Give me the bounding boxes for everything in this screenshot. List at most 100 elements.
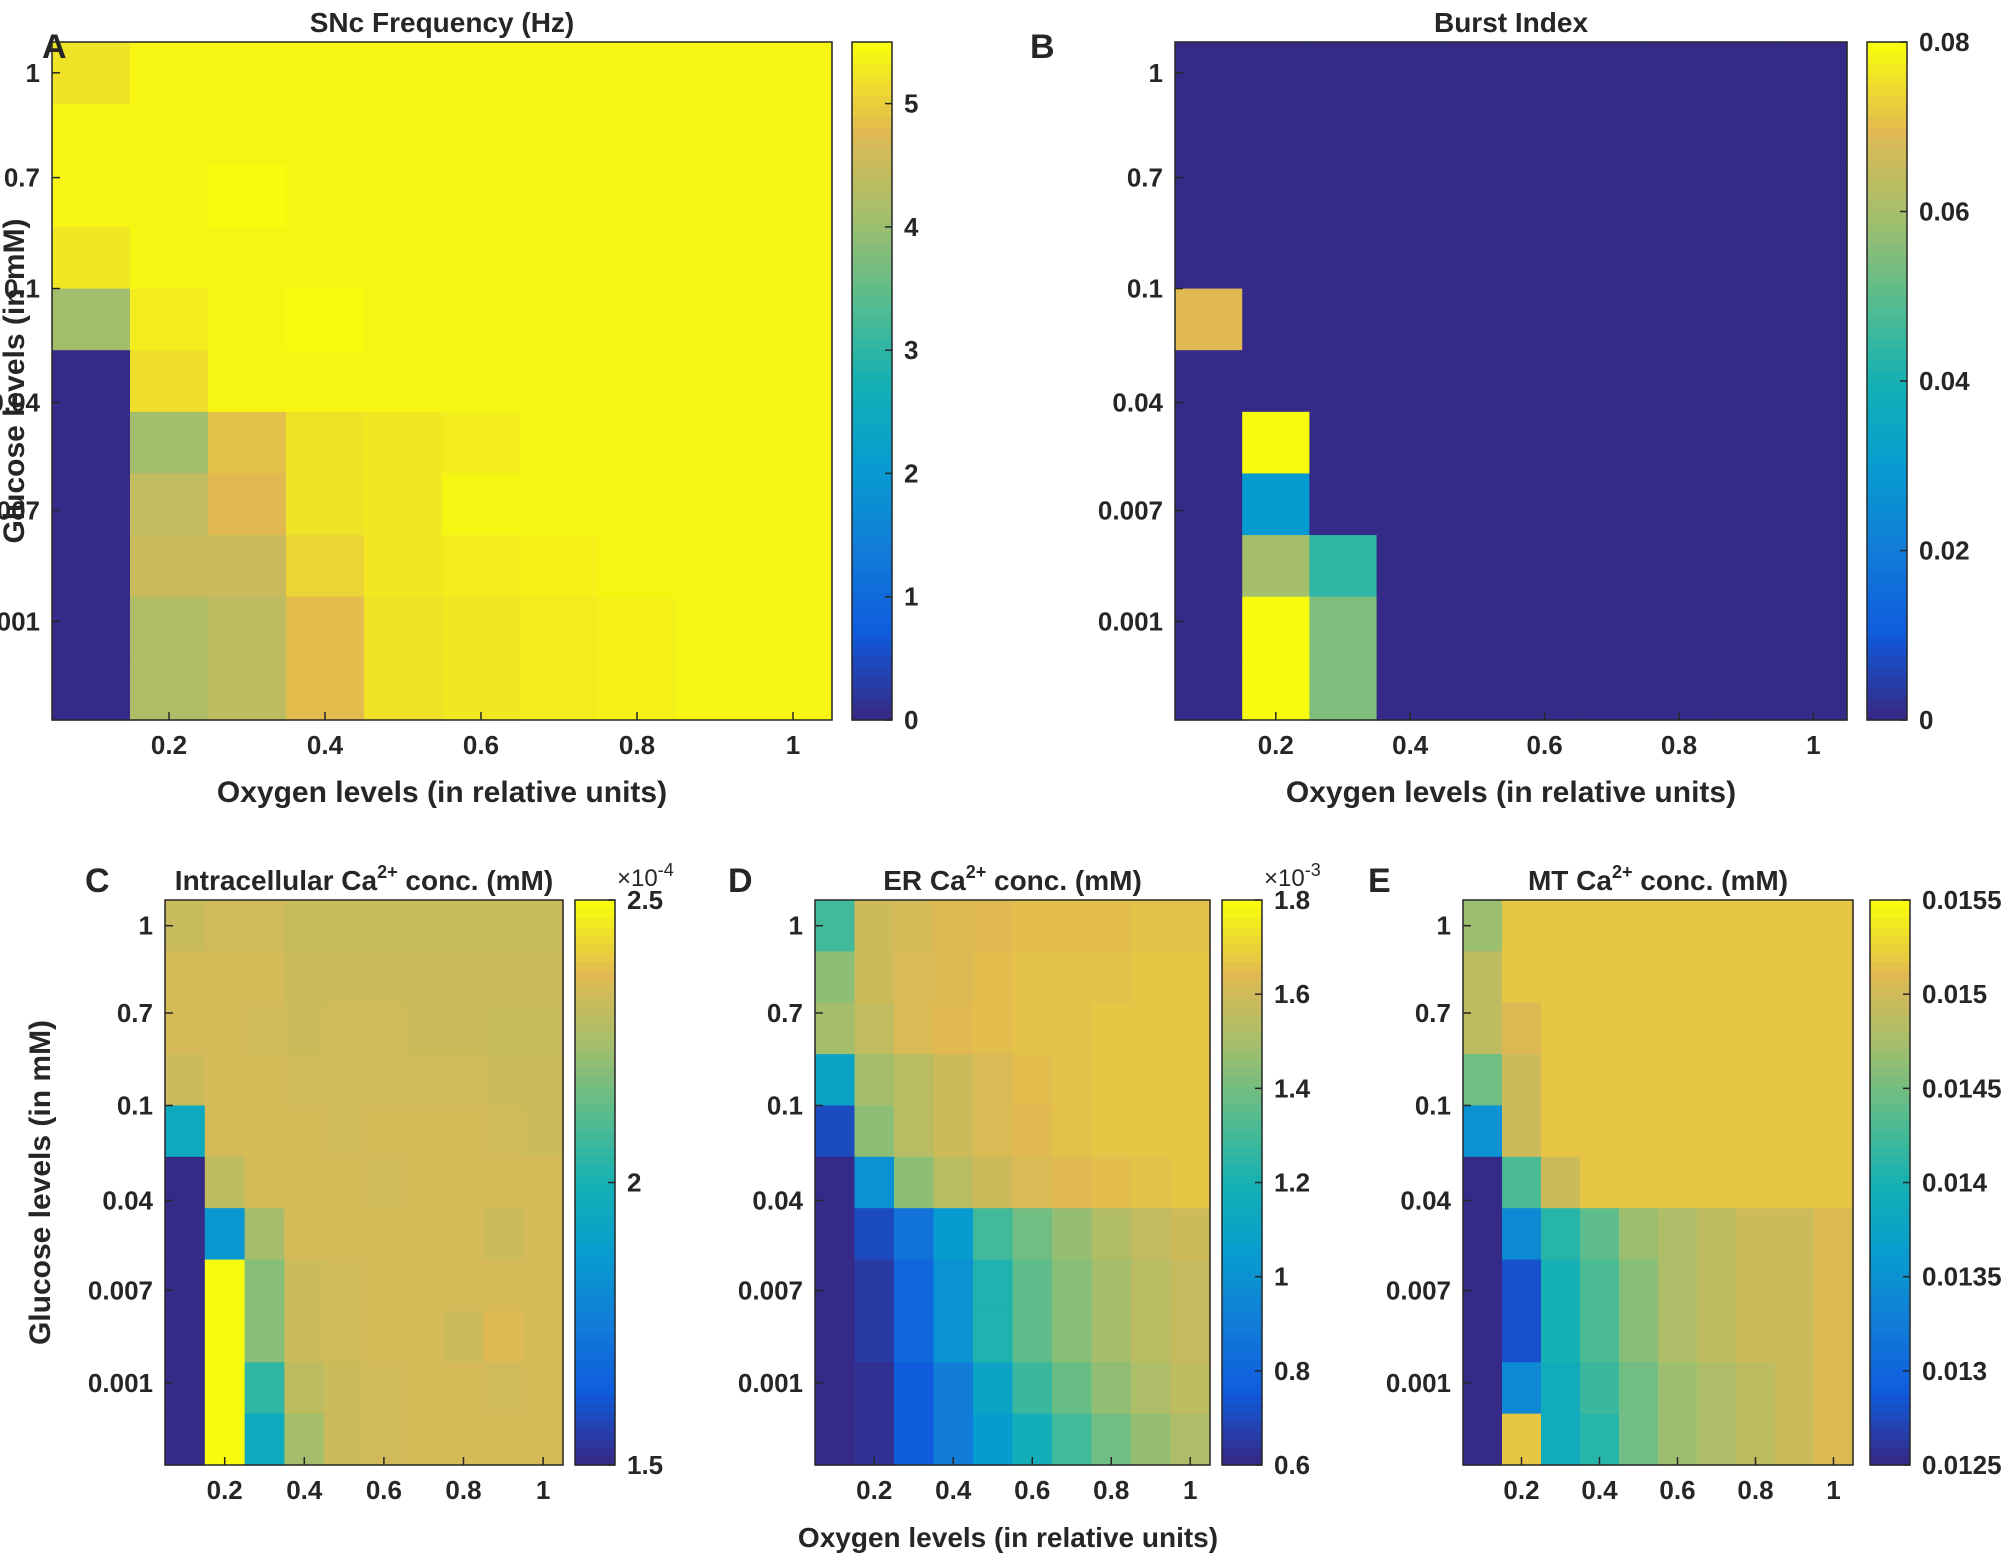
colorbar-segment: [575, 979, 615, 989]
chart-title: MT Ca2+ conc. (mM): [1528, 862, 1788, 896]
colorbar-segment: [1870, 926, 1910, 936]
heatmap-cell: [598, 226, 677, 290]
heatmap-cell: [854, 1310, 895, 1363]
heatmap-cell: [443, 1310, 484, 1363]
colorbar-segment: [575, 1129, 615, 1139]
heatmap-cell: [130, 658, 209, 721]
colorbar-segment: [1870, 1173, 1910, 1184]
heatmap-cell: [1578, 596, 1646, 659]
heatmap-cell: [1502, 1259, 1542, 1312]
colorbar-tick-label: 0.0125: [1922, 1450, 2002, 1480]
x-axis-label: Oxygen levels (in relative units): [1286, 776, 1736, 809]
heatmap-cell: [1697, 1002, 1737, 1055]
heatmap-cell: [1658, 1310, 1698, 1363]
heatmap-cell: [1712, 658, 1781, 721]
colorbar-tick-label: 2.5: [627, 885, 663, 915]
colorbar-tick-label: 2: [904, 458, 918, 488]
y-tick-label: 0.007: [1386, 1275, 1451, 1305]
x-tick-label: 0.6: [1659, 1475, 1695, 1505]
colorbar-segment: [1867, 179, 1907, 191]
heatmap-cell: [1052, 900, 1093, 952]
colorbar-segment: [1870, 1138, 1910, 1148]
colorbar-segment: [1222, 970, 1262, 981]
colorbar-segment: [575, 1217, 615, 1228]
colorbar-segment: [1870, 1456, 1910, 1466]
heatmap-cell: [1541, 900, 1581, 952]
heatmap-cell: [1242, 473, 1310, 536]
heatmap-cell: [1814, 1259, 1854, 1312]
y-tick-label: 0.007: [1098, 495, 1163, 525]
heatmap-cell: [1619, 1413, 1659, 1466]
heatmap-cell: [1736, 1002, 1776, 1055]
colorbar-segment: [1867, 137, 1907, 149]
heatmap-cell: [520, 103, 599, 166]
heatmap-cell: [244, 1413, 285, 1466]
heatmap-cell: [1578, 103, 1646, 166]
heatmap-cell: [208, 596, 287, 659]
heatmap-cell: [815, 1362, 856, 1415]
heatmap-cell: [1541, 1413, 1581, 1466]
colorbar-segment: [1867, 147, 1907, 160]
heatmap-cell: [1170, 1208, 1211, 1261]
colorbar-segment: [575, 1156, 615, 1166]
heatmap-cell: [324, 1208, 365, 1261]
y-axis-label: Glucose levels (in mM): [0, 218, 31, 543]
heatmap-cell: [815, 1054, 856, 1107]
colorbar-segment: [575, 1235, 615, 1245]
heatmap-cell: [204, 1054, 246, 1107]
heatmap-cell: [1091, 951, 1132, 1004]
colorbar-segment: [1222, 1420, 1262, 1431]
colorbar-segment: [1867, 232, 1907, 244]
heatmap-cell: [1443, 350, 1512, 413]
x-tick-label: 0.8: [1661, 730, 1697, 760]
colorbar-segment: [1870, 1438, 1910, 1448]
y-tick-label: 0.7: [767, 998, 803, 1028]
heatmap-cell: [1309, 473, 1378, 536]
heatmap-cell: [244, 1362, 285, 1415]
colorbar-segment: [1222, 1032, 1262, 1042]
colorbar-segment: [1867, 359, 1907, 371]
heatmap-cell: [204, 900, 246, 952]
colorbar-segment: [575, 935, 615, 945]
heatmap-cell: [1736, 1362, 1776, 1415]
heatmap-cell: [1502, 1002, 1542, 1055]
colorbar-segment: [852, 433, 892, 446]
heatmap-cell: [1814, 900, 1854, 952]
colorbar-segment: [1867, 243, 1907, 255]
heatmap-cell: [208, 42, 287, 105]
heatmap-cell: [894, 1208, 935, 1261]
heatmap-cell: [364, 1310, 405, 1363]
colorbar-segment: [575, 1270, 615, 1281]
chart-title: ER Ca2+ conc. (mM): [883, 862, 1142, 896]
heatmap-cell: [1502, 1156, 1542, 1209]
heatmap-cell: [165, 1310, 206, 1363]
heatmap-cell: [204, 1362, 246, 1415]
heatmap-cell: [1091, 1413, 1132, 1466]
colorbar-segment: [1867, 94, 1907, 107]
colorbar-segment: [1867, 709, 1907, 721]
colorbar-segment: [1870, 1094, 1910, 1104]
heatmap-cell: [1463, 1413, 1503, 1466]
colorbar-segment: [852, 391, 892, 403]
heatmap-cell: [1619, 900, 1659, 952]
heatmap-cell: [286, 473, 365, 536]
heatmap-cell: [324, 1362, 365, 1415]
heatmap-cell: [973, 1054, 1014, 1107]
colorbar-frame: [851, 41, 893, 721]
heatmap-cell: [1645, 42, 1714, 105]
heatmap-cell: [1309, 288, 1378, 351]
heatmap-cell: [1814, 1054, 1854, 1107]
colorbar-segment: [1222, 1429, 1262, 1440]
heatmap-cell: [1736, 1105, 1776, 1158]
heatmap-cell: [1697, 1054, 1737, 1107]
heatmap-cell: [1541, 1105, 1581, 1158]
heatmap-cell: [1645, 288, 1714, 351]
colorbar-segment: [575, 1182, 615, 1192]
colorbar-segment: [852, 243, 892, 255]
heatmap-cell: [324, 1002, 365, 1055]
colorbar-tick-label: 0.06: [1919, 197, 1970, 227]
colorbar-segment: [852, 677, 892, 689]
heatmap-cell: [1091, 1208, 1132, 1261]
heatmap-cell: [1580, 1208, 1620, 1261]
colorbar-segment: [1870, 1147, 1910, 1157]
